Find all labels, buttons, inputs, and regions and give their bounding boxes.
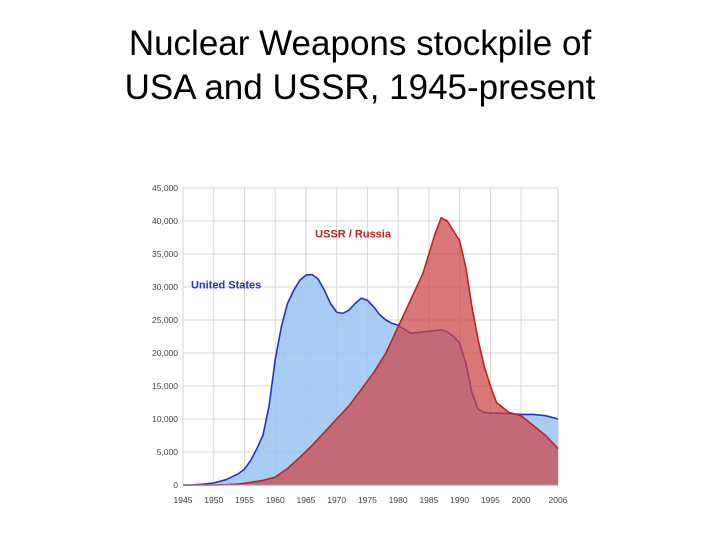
y-tick-label: 40,000 bbox=[152, 216, 178, 226]
x-tick-label: 1975 bbox=[358, 495, 377, 505]
chart-areas bbox=[183, 216, 559, 486]
y-tick-label: 35,000 bbox=[152, 249, 178, 259]
series-label-ussr-russia: USSR / Russia bbox=[315, 229, 392, 241]
x-tick-label: 2006 bbox=[549, 495, 568, 505]
x-tick-label: 1970 bbox=[327, 495, 346, 505]
x-tick-label: 1945 bbox=[174, 495, 193, 505]
y-tick-label: 10,000 bbox=[152, 414, 178, 424]
x-tick-label: 1990 bbox=[450, 495, 469, 505]
series-label-united-states: United States bbox=[191, 279, 261, 291]
y-tick-label: 25,000 bbox=[152, 315, 178, 325]
x-tick-label: 1995 bbox=[481, 495, 500, 505]
x-tick-label: 1980 bbox=[389, 495, 408, 505]
y-tick-label: 0 bbox=[173, 480, 178, 490]
slide-title: Nuclear Weapons stockpile of USA and USS… bbox=[0, 22, 720, 110]
x-tick-label: 1950 bbox=[204, 495, 223, 505]
line-ussr-russia bbox=[183, 216, 559, 486]
x-tick-label: 1965 bbox=[296, 495, 315, 505]
y-tick-label: 30,000 bbox=[152, 282, 178, 292]
x-tick-label: 2000 bbox=[512, 495, 531, 505]
slide-title-line-2: USA and USSR, 1945-present bbox=[124, 68, 596, 107]
y-tick-label: 5,000 bbox=[157, 447, 179, 457]
area-ussr-russia bbox=[183, 217, 558, 485]
chart-labels: United States USSR / Russia bbox=[191, 229, 392, 292]
y-tick-label: 20,000 bbox=[152, 348, 178, 358]
slide-title-line-1: Nuclear Weapons stockpile of bbox=[128, 24, 592, 63]
x-tick-label: 1955 bbox=[235, 495, 254, 505]
x-tick-label: 1960 bbox=[266, 495, 285, 505]
chart-axes: 0 5,000 10,000 15,000 20,000 25,000 30,000 35,0… bbox=[152, 183, 568, 505]
y-tick-label: 15,000 bbox=[152, 381, 178, 391]
y-tick-label: 45,000 bbox=[152, 183, 178, 193]
x-tick-label: 1985 bbox=[419, 495, 438, 505]
